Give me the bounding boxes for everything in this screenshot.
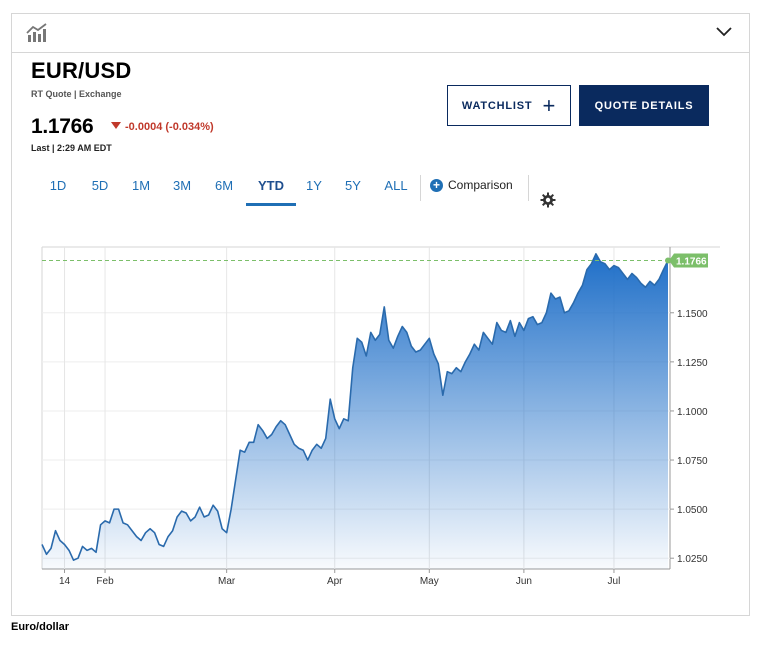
last-value-badge bbox=[669, 253, 708, 268]
plus-icon: + bbox=[542, 92, 557, 118]
y-tick-label: 1.1250 bbox=[677, 358, 708, 369]
watchlist-label: WATCHLIST bbox=[461, 99, 533, 112]
bar-chart-trend-icon[interactable] bbox=[26, 23, 48, 43]
y-tick-label: 1.0500 bbox=[677, 505, 708, 516]
quote-source: RT Quote | Exchange bbox=[31, 89, 122, 99]
x-tick-label: Apr bbox=[327, 576, 343, 587]
series-area bbox=[42, 253, 668, 569]
x-tick-label: Jul bbox=[608, 576, 621, 587]
comparison-button[interactable]: + Comparison bbox=[430, 178, 513, 192]
down-arrow-icon bbox=[111, 122, 121, 129]
x-tick-label: Feb bbox=[96, 576, 114, 587]
x-tick-label: Mar bbox=[218, 576, 236, 587]
last-price: 1.1766 bbox=[31, 115, 94, 138]
watchlist-button[interactable]: WATCHLIST + bbox=[447, 85, 571, 126]
gear-icon[interactable] bbox=[540, 192, 556, 208]
quote-details-button[interactable]: QUOTE DETAILS bbox=[579, 85, 709, 126]
tab-all[interactable]: ALL bbox=[384, 178, 408, 193]
add-circle-icon: + bbox=[430, 178, 443, 192]
series-line bbox=[41, 253, 669, 561]
price-change: -0.0004 (-0.034%) bbox=[111, 121, 214, 133]
chart-header-bar bbox=[12, 14, 749, 53]
settings-divider bbox=[528, 175, 529, 201]
chevron-down-icon[interactable] bbox=[715, 26, 733, 38]
tabs-divider bbox=[420, 175, 421, 201]
tab-1y[interactable]: 1Y bbox=[306, 178, 322, 193]
y-tick-label: 1.1000 bbox=[677, 407, 708, 418]
symbol-title: EUR/USD bbox=[31, 58, 132, 83]
tab-6m[interactable]: 6M bbox=[214, 178, 234, 193]
comparison-label: Comparison bbox=[448, 178, 513, 192]
x-tick-label: 14 bbox=[59, 576, 71, 587]
price-change-value: -0.0004 (-0.034%) bbox=[125, 121, 214, 133]
last-value-label: 1.1766 bbox=[676, 257, 707, 268]
x-tick-label: May bbox=[420, 576, 439, 587]
tab-1d[interactable]: 1D bbox=[49, 178, 67, 193]
y-tick-label: 1.0250 bbox=[677, 554, 708, 565]
tab-5y[interactable]: 5Y bbox=[345, 178, 361, 193]
last-updated: Last | 2:29 AM EDT bbox=[31, 143, 112, 153]
tab-1m[interactable]: 1M bbox=[131, 178, 151, 193]
tab-3m[interactable]: 3M bbox=[172, 178, 192, 193]
tab-ytd[interactable]: YTD bbox=[246, 175, 296, 206]
x-tick-label: Jun bbox=[516, 576, 532, 587]
y-tick-label: 1.0750 bbox=[677, 456, 708, 467]
quote-details-label: QUOTE DETAILS bbox=[594, 99, 694, 112]
last-value-point bbox=[665, 257, 671, 264]
tab-5d[interactable]: 5D bbox=[91, 178, 109, 193]
y-tick-label: 1.1500 bbox=[677, 309, 708, 320]
chart-caption: Euro/dollar bbox=[11, 621, 70, 633]
